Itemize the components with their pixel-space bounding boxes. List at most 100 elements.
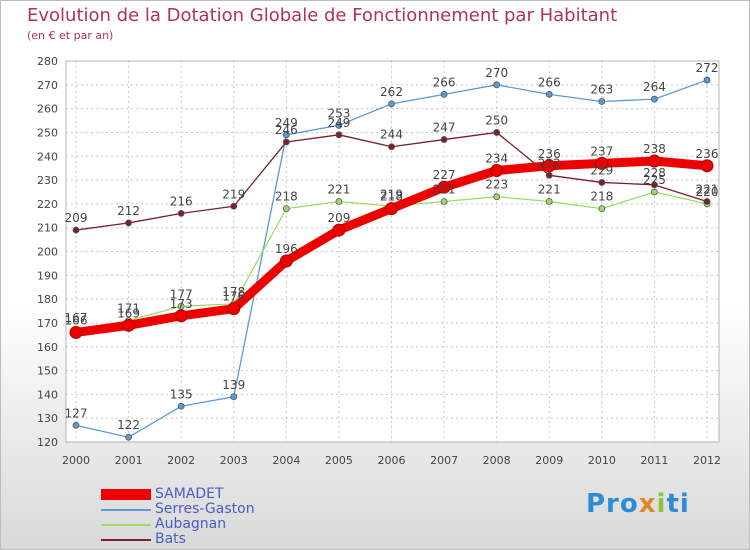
data-label-aubagnan: 218 <box>590 190 613 204</box>
data-label-samadet: 209 <box>327 211 350 225</box>
x-tick-label: 2000 <box>62 454 90 467</box>
data-label-aubagnan: 167 <box>65 311 88 325</box>
data-point-serres-gaston <box>282 131 290 139</box>
data-label-aubagnan: 225 <box>643 173 666 187</box>
legend-swatch-samadet <box>101 489 151 500</box>
data-point-aubagnan <box>177 302 185 310</box>
data-point-samadet <box>700 159 714 173</box>
x-tick-label: 2002 <box>167 454 195 467</box>
y-tick-label: 230 <box>37 174 58 187</box>
data-label-samadet: 169 <box>117 306 140 320</box>
data-label-samadet: 196 <box>275 242 298 256</box>
x-tick-label: 2009 <box>535 454 563 467</box>
data-label-serres-gaston: 266 <box>538 75 561 89</box>
data-point-bats <box>440 136 448 143</box>
data-point-serres-gaston <box>440 90 448 98</box>
data-label-serres-gaston: 249 <box>275 116 298 130</box>
data-label-aubagnan: 221 <box>433 182 456 196</box>
data-label-bats: 244 <box>380 128 403 142</box>
data-point-bats <box>335 131 343 139</box>
proxiti-logo: Proxiti <box>586 489 690 519</box>
data-point-bats <box>125 219 132 227</box>
data-label-aubagnan: 220 <box>696 185 719 199</box>
data-label-samadet: 234 <box>485 152 508 166</box>
data-label-bats: 221 <box>696 182 719 196</box>
x-tick-label: 2010 <box>588 454 616 467</box>
data-label-aubagnan: 223 <box>485 178 508 192</box>
data-point-bats <box>388 143 395 151</box>
data-label-samadet: 227 <box>433 168 456 182</box>
y-tick-label: 240 <box>37 150 58 163</box>
data-point-samadet <box>227 302 241 316</box>
y-tick-label: 210 <box>37 222 58 235</box>
data-label-serres-gaston: 253 <box>327 106 350 120</box>
data-point-bats <box>545 171 553 179</box>
y-tick-label: 250 <box>37 126 58 139</box>
legend: SAMADET Serres-Gaston Aubagnan Bats <box>101 486 301 547</box>
data-point-bats <box>230 202 238 210</box>
data-point-samadet <box>490 164 504 178</box>
data-label-serres-gaston: 270 <box>485 66 508 80</box>
data-point-aubagnan <box>598 205 606 213</box>
data-point-aubagnan <box>545 198 553 205</box>
x-tick-label: 2004 <box>272 454 300 467</box>
data-label-bats: 216 <box>170 194 193 208</box>
y-tick-label: 260 <box>37 103 58 116</box>
data-point-serres-gaston <box>388 100 395 108</box>
data-point-aubagnan <box>282 205 290 213</box>
data-label-aubagnan: 221 <box>327 182 350 196</box>
data-label-bats: 246 <box>275 123 298 137</box>
data-point-samadet <box>385 202 398 216</box>
data-point-samadet <box>332 223 346 237</box>
data-point-serres-gaston <box>493 81 501 89</box>
x-tick-label: 2006 <box>378 454 406 467</box>
legend-item-serres-gaston: Serres-Gaston <box>101 501 301 517</box>
data-label-aubagnan: 178 <box>222 285 245 299</box>
legend-swatch-bats <box>101 539 151 541</box>
y-tick-label: 170 <box>37 317 58 330</box>
data-label-bats: 232 <box>538 156 561 170</box>
data-label-samadet: 236 <box>696 147 719 161</box>
data-label-serres-gaston: 266 <box>433 75 456 89</box>
legend-item-bats: Bats <box>101 531 301 547</box>
data-point-aubagnan <box>440 198 448 205</box>
legend-label-samadet: SAMADET <box>155 486 224 502</box>
legend-swatch-aubagnan <box>101 524 151 526</box>
data-label-samadet: 176 <box>222 290 245 304</box>
y-tick-label: 190 <box>37 269 58 282</box>
data-point-serres-gaston <box>230 393 238 401</box>
data-label-aubagnan: 221 <box>538 182 561 196</box>
legend-item-aubagnan: Aubagnan <box>101 516 301 532</box>
legend-label-bats: Bats <box>155 531 186 547</box>
data-label-bats: 250 <box>485 113 508 127</box>
data-label-aubagnan: 177 <box>170 287 193 301</box>
data-point-serres-gaston <box>335 121 343 129</box>
data-label-aubagnan: 218 <box>275 190 298 204</box>
data-point-bats <box>598 179 606 186</box>
data-label-samadet: 238 <box>643 142 666 156</box>
legend-item-samadet: SAMADET <box>101 486 301 502</box>
data-label-samadet: 173 <box>170 297 193 311</box>
data-label-bats: 249 <box>327 116 350 130</box>
legend-swatch-serres-gaston <box>101 509 151 511</box>
data-label-samadet: 218 <box>380 190 403 204</box>
data-point-samadet <box>647 154 661 168</box>
data-point-bats <box>72 226 80 234</box>
data-label-bats: 228 <box>643 166 666 180</box>
data-label-serres-gaston: 139 <box>222 378 245 392</box>
chart-title: Evolution de la Dotation Globale de Fonc… <box>27 5 618 26</box>
data-point-bats <box>493 129 501 136</box>
y-tick-label: 160 <box>37 341 58 354</box>
y-tick-label: 140 <box>37 388 58 401</box>
y-tick-label: 120 <box>37 436 58 449</box>
data-point-aubagnan <box>493 193 501 201</box>
data-point-serres-gaston <box>651 95 658 103</box>
x-tick-label: 2001 <box>115 454 143 467</box>
data-point-serres-gaston <box>72 421 80 429</box>
data-point-samadet <box>122 318 136 332</box>
data-label-aubagnan: 171 <box>117 302 140 316</box>
legend-label-serres-gaston: Serres-Gaston <box>155 501 255 517</box>
legend-label-aubagnan: Aubagnan <box>155 516 227 532</box>
